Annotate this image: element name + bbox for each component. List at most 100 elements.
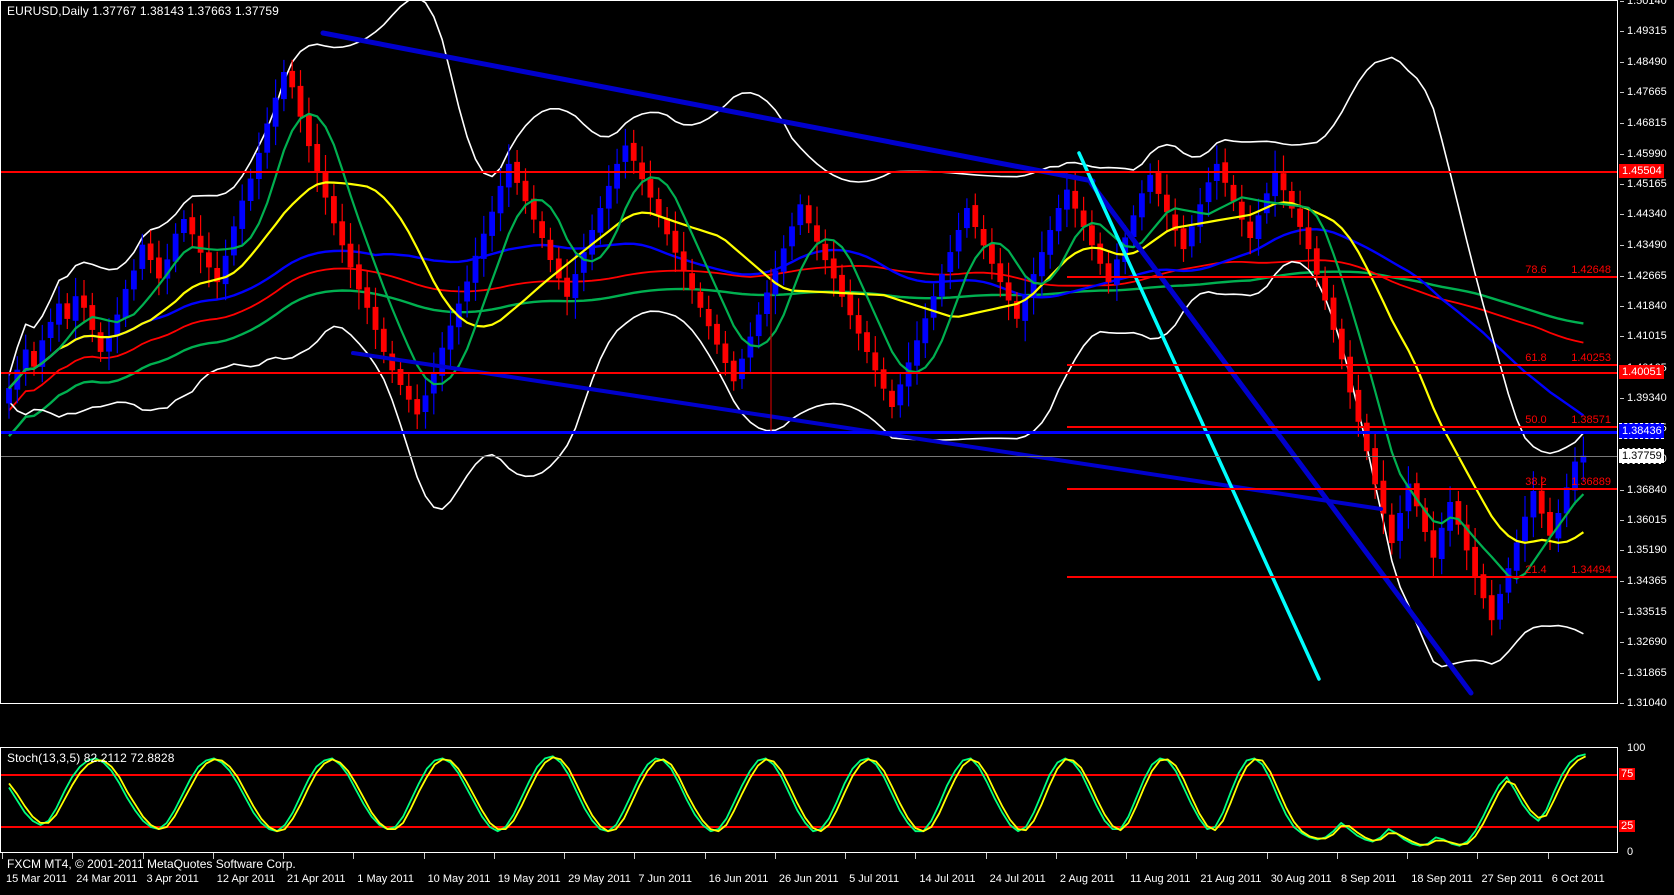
price-tick-label: 1.32690 [1620,636,1667,648]
ma-green-200 [8,270,1584,437]
price-tick-label: 1.49315 [1620,25,1667,37]
trendline-cyan[interactable] [1077,151,1321,681]
date-tick-label: 21 Aug 2011 [1200,873,1262,885]
price-tick-label: 1.48490 [1620,56,1667,68]
stochastic-series-canvas [8,753,1587,847]
stochastic-pane[interactable] [0,747,1618,853]
price-level-line[interactable] [1,171,1617,174]
price-level-line[interactable] [1,456,1617,458]
date-tick-label: 5 Jul 2011 [849,873,900,885]
price-axis[interactable]: 1.50140 1.49315 1.48490 1.47665 1.46815 1.459… [1618,0,1674,709]
date-tick-label: 24 Mar 2011 [76,873,138,885]
fib-label-percent: 21.4 [1525,564,1547,577]
date-tick-label: 14 Jul 2011 [919,873,976,885]
price-chart-pane[interactable]: 78.6 1.42648 61.8 1.40253 50.0 1.38571 38.2 1.3… [0,0,1618,704]
price-tick-label: 1.42665 [1620,270,1667,282]
price-tick-label: 1.50140 [1620,0,1667,7]
fib-line[interactable] [1067,488,1617,491]
date-tick-label: 18 Sep 2011 [1411,873,1473,885]
price-tag-blue: 1.38436 [1619,423,1664,440]
stochastic-plot-area[interactable] [1,748,1617,852]
price-plot-area[interactable]: 78.6 1.42648 61.8 1.40253 50.0 1.38571 38.2 1.3… [1,1,1617,703]
trendline-blue-steep[interactable] [1088,180,1474,696]
bollinger-upper [8,1,1584,455]
date-tick-separator [1547,853,1549,859]
date-tick-separator [634,853,636,859]
ma-green-9 [8,112,1585,580]
price-tick-label: 1.45165 [1620,178,1667,190]
date-tick-label: 3 Apr 2011 [146,873,199,885]
ma-yellow-21 [8,181,1585,544]
date-tick-label: 10 May 2011 [427,873,491,885]
date-tick-label: 2 Aug 2011 [1059,873,1115,885]
date-tick-label: 21 Apr 2011 [287,873,346,885]
ma-red-100 [8,259,1584,411]
fib-line[interactable] [1067,576,1617,579]
chart-title: EURUSD,Daily 1.37767 1.38143 1.37663 1.3… [7,4,279,18]
date-tick-label: 26 Jun 2011 [778,873,839,885]
price-level-line[interactable] [1,371,1617,374]
stochastic-tick-label: 0 [1627,846,1634,858]
fib-label: 38.2 1.36889 [1525,476,1611,488]
fib-line[interactable] [1067,276,1617,279]
date-tick-separator [845,853,847,859]
date-tick-label: 19 May 2011 [497,873,561,885]
date-tick-label: 6 Oct 2011 [1551,873,1605,885]
fib-line[interactable] [1067,426,1617,429]
date-tick-label: 8 Sep 2011 [1340,873,1397,885]
price-tick-label: 1.43490 [1620,239,1667,251]
date-tick-separator [423,853,425,859]
date-tick-label: 24 Jul 2011 [989,873,1046,885]
stochastic-level-tag: 25 [1619,820,1636,832]
date-tick-separator [1126,853,1128,859]
date-tick-separator [353,853,355,859]
date-tick-separator [1477,853,1479,859]
fib-label-price: 1.42648 [1571,264,1611,277]
price-tick-label: 1.39340 [1620,392,1667,404]
stochastic-level-tag: 75 [1619,768,1636,780]
price-tick-label: 1.46815 [1620,117,1667,129]
fib-label-percent: 38.2 [1525,476,1547,489]
date-tick-label: 16 Jun 2011 [708,873,769,885]
date-tick-separator [1196,853,1198,859]
stochastic-axis[interactable]: 100 0 75 25 [1618,742,1674,858]
candlestick-group [6,59,1587,636]
price-tick-label: 1.36840 [1620,484,1667,496]
date-tick-label: 1 May 2011 [357,873,414,885]
fib-label: 50.0 1.38571 [1525,414,1611,426]
date-tick-separator [774,853,776,859]
price-tick-label: 1.45990 [1620,148,1667,160]
fib-label-price: 1.36889 [1571,476,1611,489]
date-tick-separator [493,853,495,859]
fib-label: 78.6 1.42648 [1525,264,1611,276]
date-tick-label: 7 Jun 2011 [638,873,692,885]
stochastic-title: Stoch(13,3,5) 82.2112 72.8828 [7,751,175,765]
fib-line[interactable] [1067,364,1617,367]
date-tick-separator [142,853,144,859]
price-tick-label: 1.41840 [1620,300,1667,312]
bollinger-lower [8,260,1584,668]
price-tick-label: 1.47665 [1620,86,1667,98]
date-tick-separator [564,853,566,859]
date-tick-label: 29 May 2011 [568,873,631,885]
date-tick-separator [283,853,285,859]
price-series-canvas [6,1,1587,696]
fib-label: 21.4 1.34494 [1525,564,1611,576]
date-axis[interactable]: 15 Mar 2011 24 Mar 2011 3 Apr 2011 12 Apr 2… [0,853,1618,895]
price-tick-label: 1.34365 [1620,575,1667,587]
date-tick-separator [1055,853,1057,859]
price-tick-label: 1.41015 [1620,330,1667,342]
date-tick-label: 11 Aug 2011 [1130,873,1191,885]
ma-blue-50 [8,228,1585,417]
trendline-blue-secondary[interactable] [351,351,1383,511]
price-tag-white: 1.37759 [1619,448,1664,465]
price-level-line[interactable] [1,431,1617,435]
trendline-blue-major[interactable] [320,30,1096,184]
date-tick-label: 27 Sep 2011 [1481,873,1544,885]
stochastic-level-line[interactable] [1,774,1617,776]
stochastic-signal-line [8,755,1587,846]
fib-label: 61.8 1.40253 [1525,352,1611,364]
price-tick-label: 1.36015 [1620,514,1667,526]
fib-label-percent: 50.0 [1525,414,1547,427]
